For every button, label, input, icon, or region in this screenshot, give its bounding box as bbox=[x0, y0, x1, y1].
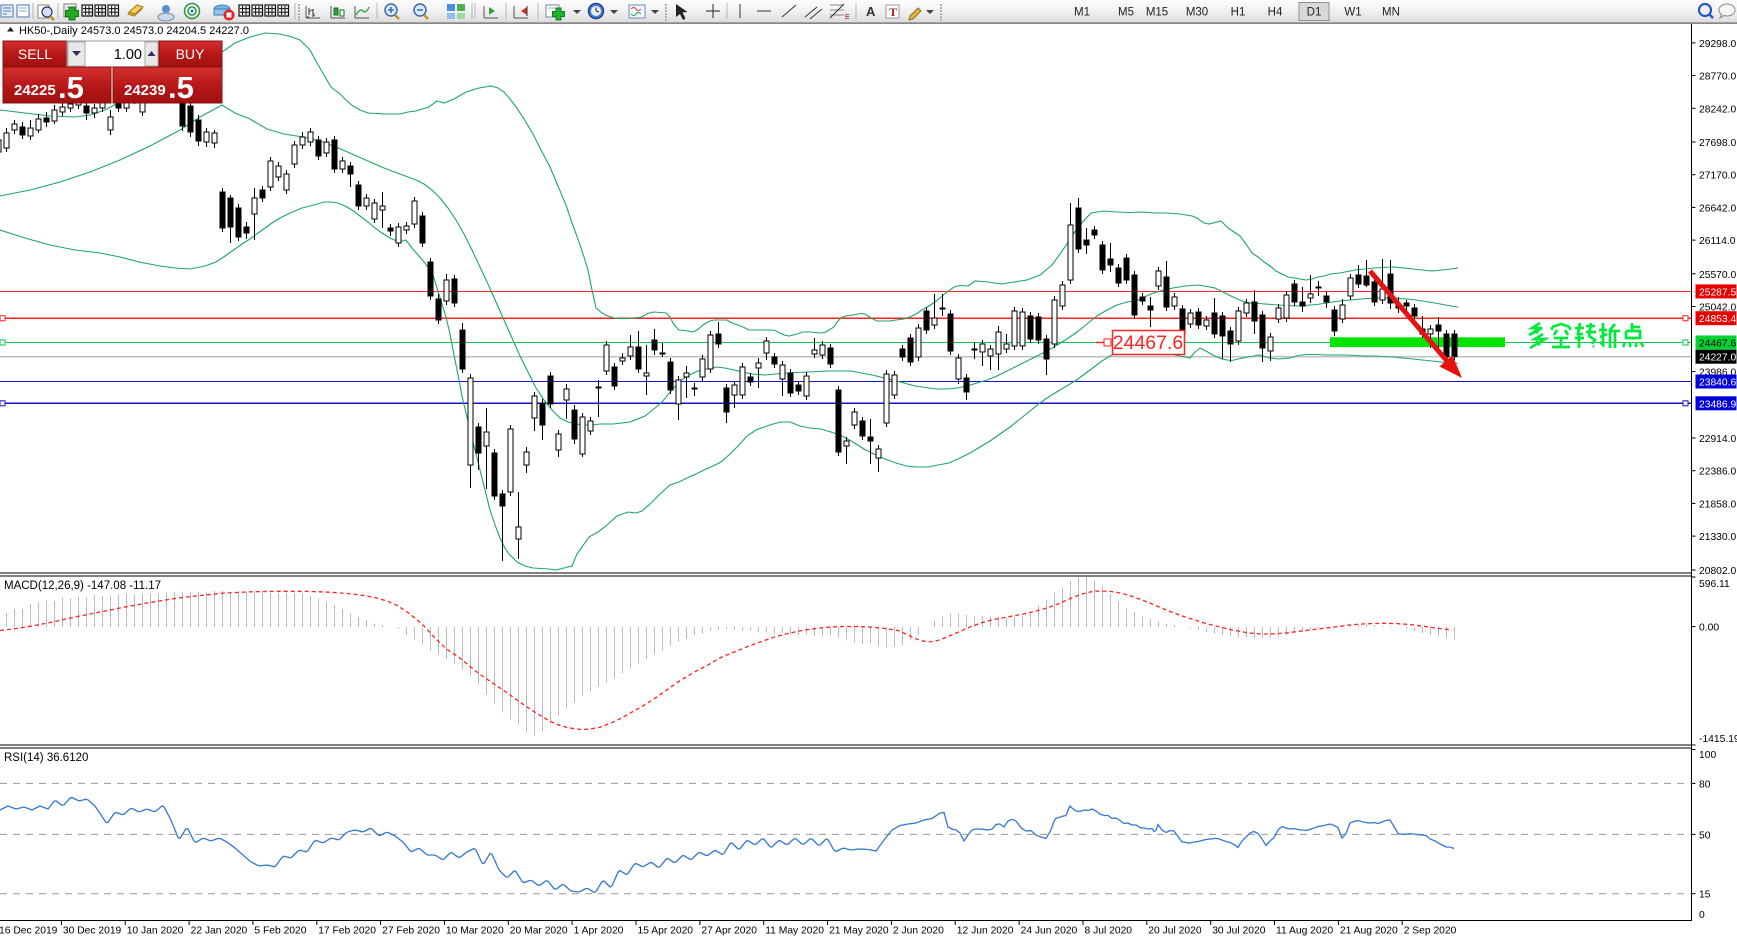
svg-text:10 Jan 2020: 10 Jan 2020 bbox=[127, 926, 184, 937]
svg-text:SELL: SELL bbox=[18, 46, 52, 62]
svg-text:15 Apr 2020: 15 Apr 2020 bbox=[638, 926, 694, 937]
svg-text:21 May 2020: 21 May 2020 bbox=[829, 926, 889, 937]
svg-text:16 Dec 2019: 16 Dec 2019 bbox=[0, 926, 58, 937]
svg-text:5 Feb 2020: 5 Feb 2020 bbox=[254, 926, 306, 937]
svg-text:24239: 24239 bbox=[124, 82, 166, 99]
svg-text:26114.0: 26114.0 bbox=[1699, 236, 1736, 247]
svg-text:23986.0: 23986.0 bbox=[1699, 368, 1736, 379]
svg-text:21 Aug 2020: 21 Aug 2020 bbox=[1340, 926, 1398, 937]
svg-text:21330.0: 21330.0 bbox=[1699, 532, 1736, 543]
svg-text:2 Sep 2020: 2 Sep 2020 bbox=[1404, 926, 1457, 937]
svg-text:29298.0: 29298.0 bbox=[1699, 39, 1736, 50]
svg-text:11 Aug 2020: 11 Aug 2020 bbox=[1276, 926, 1333, 937]
svg-text:T: T bbox=[889, 5, 897, 19]
svg-text:24467.6: 24467.6 bbox=[1699, 339, 1736, 350]
svg-text:10 Mar 2020: 10 Mar 2020 bbox=[446, 926, 504, 937]
svg-text:MACD(12,26,9) -147.08 -11.17: MACD(12,26,9) -147.08 -11.17 bbox=[4, 580, 161, 592]
svg-text:23486.9: 23486.9 bbox=[1699, 399, 1736, 410]
svg-text:20 Jul 2020: 20 Jul 2020 bbox=[1148, 926, 1202, 937]
svg-text:27170.0: 27170.0 bbox=[1699, 171, 1736, 182]
svg-text:.5: .5 bbox=[58, 70, 84, 105]
svg-text:24853.4: 24853.4 bbox=[1699, 314, 1736, 325]
svg-text:24227.0: 24227.0 bbox=[1699, 353, 1736, 364]
svg-text:80: 80 bbox=[1699, 779, 1711, 790]
svg-text:12 Jun 2020: 12 Jun 2020 bbox=[957, 926, 1014, 937]
svg-text:20802.0: 20802.0 bbox=[1699, 566, 1736, 577]
svg-text:25570.0: 25570.0 bbox=[1699, 270, 1736, 281]
svg-text:HK50-,Daily 24573.0 24573.0 2: HK50-,Daily 24573.0 24573.0 24204.5 2422… bbox=[19, 25, 249, 37]
svg-text:-1415.19: -1415.19 bbox=[1699, 734, 1737, 745]
svg-text:28770.0: 28770.0 bbox=[1699, 72, 1736, 83]
svg-text:50: 50 bbox=[1699, 830, 1711, 841]
svg-text:24 Jun 2020: 24 Jun 2020 bbox=[1021, 926, 1078, 937]
svg-text:W1: W1 bbox=[1344, 7, 1361, 19]
svg-text:23840.6: 23840.6 bbox=[1699, 378, 1736, 389]
svg-text:8 Jul 2020: 8 Jul 2020 bbox=[1085, 926, 1133, 937]
svg-text:11 May 2020: 11 May 2020 bbox=[765, 926, 824, 937]
svg-text:E: E bbox=[845, 14, 850, 21]
svg-text:24225: 24225 bbox=[14, 82, 56, 99]
svg-text:22914.0: 22914.0 bbox=[1699, 434, 1736, 445]
svg-text:M30: M30 bbox=[1186, 7, 1208, 19]
svg-text:25287.5: 25287.5 bbox=[1699, 287, 1736, 298]
svg-text:24467.6: 24467.6 bbox=[1113, 332, 1184, 354]
svg-text:20 Mar 2020: 20 Mar 2020 bbox=[510, 926, 568, 937]
svg-text:.5: .5 bbox=[168, 70, 194, 105]
svg-text:100: 100 bbox=[1699, 750, 1716, 761]
svg-text:26642.0: 26642.0 bbox=[1699, 203, 1736, 214]
svg-text:21858.0: 21858.0 bbox=[1699, 499, 1736, 510]
svg-text:2 Jun 2020: 2 Jun 2020 bbox=[893, 926, 944, 937]
svg-text:1.00: 1.00 bbox=[114, 47, 142, 63]
svg-text:RSI(14) 36.6120: RSI(14) 36.6120 bbox=[4, 752, 88, 764]
svg-text:BUY: BUY bbox=[176, 46, 205, 62]
svg-text:MN: MN bbox=[1382, 7, 1400, 19]
svg-text:H1: H1 bbox=[1231, 7, 1246, 19]
svg-text:A: A bbox=[866, 4, 876, 19]
svg-text:27698.0: 27698.0 bbox=[1699, 138, 1736, 149]
svg-text:17 Feb 2020: 17 Feb 2020 bbox=[318, 926, 376, 937]
svg-text:30 Jul 2020: 30 Jul 2020 bbox=[1212, 926, 1266, 937]
svg-text:27 Feb 2020: 27 Feb 2020 bbox=[382, 926, 440, 937]
svg-text:27 Apr 2020: 27 Apr 2020 bbox=[701, 926, 757, 937]
svg-text:D1: D1 bbox=[1307, 7, 1322, 19]
svg-text:1 Apr 2020: 1 Apr 2020 bbox=[574, 926, 624, 937]
svg-text:H4: H4 bbox=[1268, 7, 1283, 19]
svg-text:22 Jan 2020: 22 Jan 2020 bbox=[191, 926, 248, 937]
svg-text:30 Dec 2019: 30 Dec 2019 bbox=[63, 926, 122, 937]
svg-text:25042.0: 25042.0 bbox=[1699, 303, 1736, 314]
svg-text:M5: M5 bbox=[1118, 7, 1134, 19]
svg-text:15: 15 bbox=[1699, 890, 1711, 901]
svg-text:0.00: 0.00 bbox=[1699, 623, 1719, 634]
svg-text:M15: M15 bbox=[1146, 7, 1168, 19]
svg-text:M1: M1 bbox=[1074, 7, 1090, 19]
svg-text:596.11: 596.11 bbox=[1699, 579, 1730, 590]
svg-text:22386.0: 22386.0 bbox=[1699, 467, 1736, 478]
svg-text:0: 0 bbox=[1699, 910, 1705, 921]
svg-text:28242.0: 28242.0 bbox=[1699, 104, 1736, 115]
